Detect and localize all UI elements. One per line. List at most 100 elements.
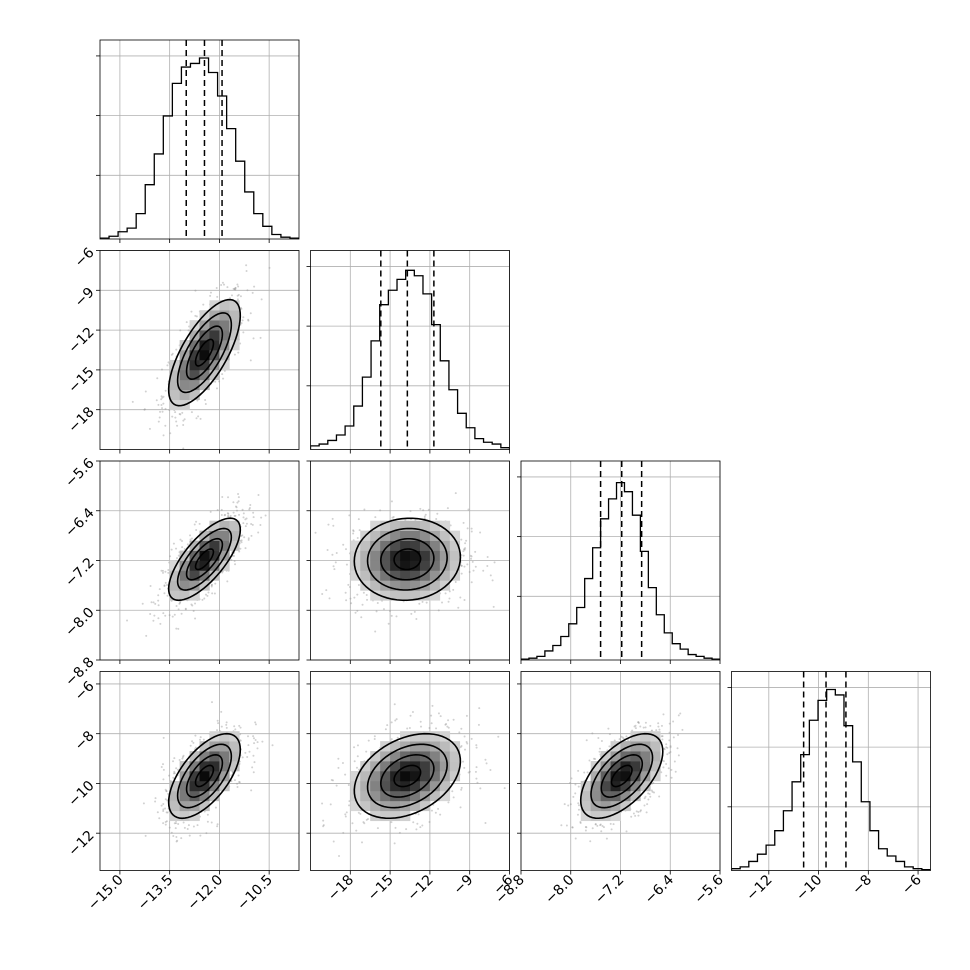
density-cell	[229, 310, 240, 321]
scatter-point	[347, 583, 350, 586]
scatter-point	[218, 380, 221, 383]
density-cell	[410, 580, 421, 591]
scatter-point	[249, 312, 252, 315]
scatter-point	[187, 824, 190, 827]
scatter-point	[563, 803, 566, 806]
scatter-point	[234, 505, 237, 508]
scatter-point	[452, 718, 455, 721]
density-cell	[179, 790, 190, 802]
scatter-point	[186, 543, 189, 546]
scatter-point	[665, 774, 668, 777]
scatter-point	[591, 827, 594, 830]
scatter-point	[171, 352, 174, 355]
scatter-point	[482, 569, 485, 572]
scatter-point	[177, 608, 180, 611]
scatter-point	[164, 807, 167, 810]
scatter-point	[342, 831, 345, 834]
density-cell	[419, 590, 431, 601]
density-cell	[610, 751, 621, 762]
x-tick-label: −8.0	[542, 872, 577, 907]
scatter-point	[236, 501, 239, 504]
scatter-point	[162, 763, 165, 766]
scatter-point	[223, 369, 226, 372]
density-panel-2-1	[306, 460, 510, 664]
density-cell	[199, 790, 210, 802]
scatter-point	[668, 722, 671, 725]
scatter-point	[241, 756, 244, 759]
scatter-point	[610, 828, 613, 831]
scatter-point	[660, 771, 663, 774]
scatter-point	[589, 840, 592, 843]
density-cell	[650, 761, 661, 772]
scatter-point	[470, 530, 473, 533]
histogram-panel-1-1	[306, 250, 510, 454]
axes-frame	[310, 460, 510, 661]
scatter-point	[160, 368, 163, 371]
scatter-point	[252, 511, 255, 514]
scatter-point	[609, 822, 612, 825]
scatter-point	[470, 737, 473, 740]
contour-0	[194, 764, 215, 788]
scatter-point	[234, 287, 237, 290]
scatter-point	[497, 735, 500, 738]
density-cell	[620, 741, 631, 752]
density-cell	[610, 761, 621, 772]
density-cell	[360, 560, 371, 571]
density-cell	[429, 761, 441, 772]
scatter-point	[175, 767, 178, 770]
density-cell	[219, 780, 230, 792]
density-cell	[640, 741, 651, 752]
contour-3	[579, 732, 664, 820]
density-cell	[199, 751, 210, 762]
scatter-point	[376, 827, 379, 830]
scatter-point	[637, 814, 640, 817]
scatter-point	[677, 714, 680, 717]
scatter-point	[237, 285, 240, 288]
scatter-point	[173, 613, 176, 616]
scatter-point	[204, 403, 207, 406]
scatter-point	[237, 496, 240, 499]
scatter-point	[160, 765, 163, 768]
scatter-point	[463, 599, 466, 602]
density-cell	[219, 310, 230, 321]
density-cell	[370, 520, 381, 531]
axes-frame	[520, 671, 721, 871]
scatter-point	[250, 522, 253, 525]
scatter-point	[460, 564, 463, 567]
density-cell	[380, 570, 391, 581]
scatter-point	[669, 746, 672, 749]
scatter-point	[666, 746, 669, 749]
scatter-point	[154, 800, 157, 803]
scatter-point	[237, 351, 240, 354]
scatter-point	[423, 515, 426, 518]
density-cell	[429, 790, 441, 802]
scatter-point	[175, 420, 178, 423]
scatter-point	[184, 608, 187, 611]
scatter-point	[430, 722, 433, 725]
scatter-point	[362, 591, 365, 594]
scatter-point	[226, 580, 229, 583]
scatter-point	[216, 825, 219, 828]
density-cell	[600, 800, 611, 812]
scatter-point	[186, 828, 189, 831]
scatter-point	[441, 601, 444, 604]
scatter-point	[257, 531, 260, 534]
density-cell	[390, 560, 401, 571]
scatter-point	[174, 827, 177, 830]
density-cell	[179, 761, 190, 772]
scatter-point	[463, 735, 466, 738]
density-cell	[169, 560, 180, 571]
scatter-point	[644, 726, 647, 729]
scatter-point	[462, 521, 465, 524]
scatter-point	[447, 801, 450, 804]
scatter-point	[328, 597, 331, 600]
scatter-point	[199, 738, 202, 741]
density-cell	[400, 520, 411, 531]
scatter-point	[164, 581, 167, 584]
density-cell	[199, 359, 210, 371]
scatter-point	[168, 614, 171, 617]
x-tick-label: −12.0	[185, 872, 227, 914]
scatter-point	[355, 829, 358, 832]
scatter-point	[448, 597, 451, 600]
scatter-point	[244, 751, 247, 754]
